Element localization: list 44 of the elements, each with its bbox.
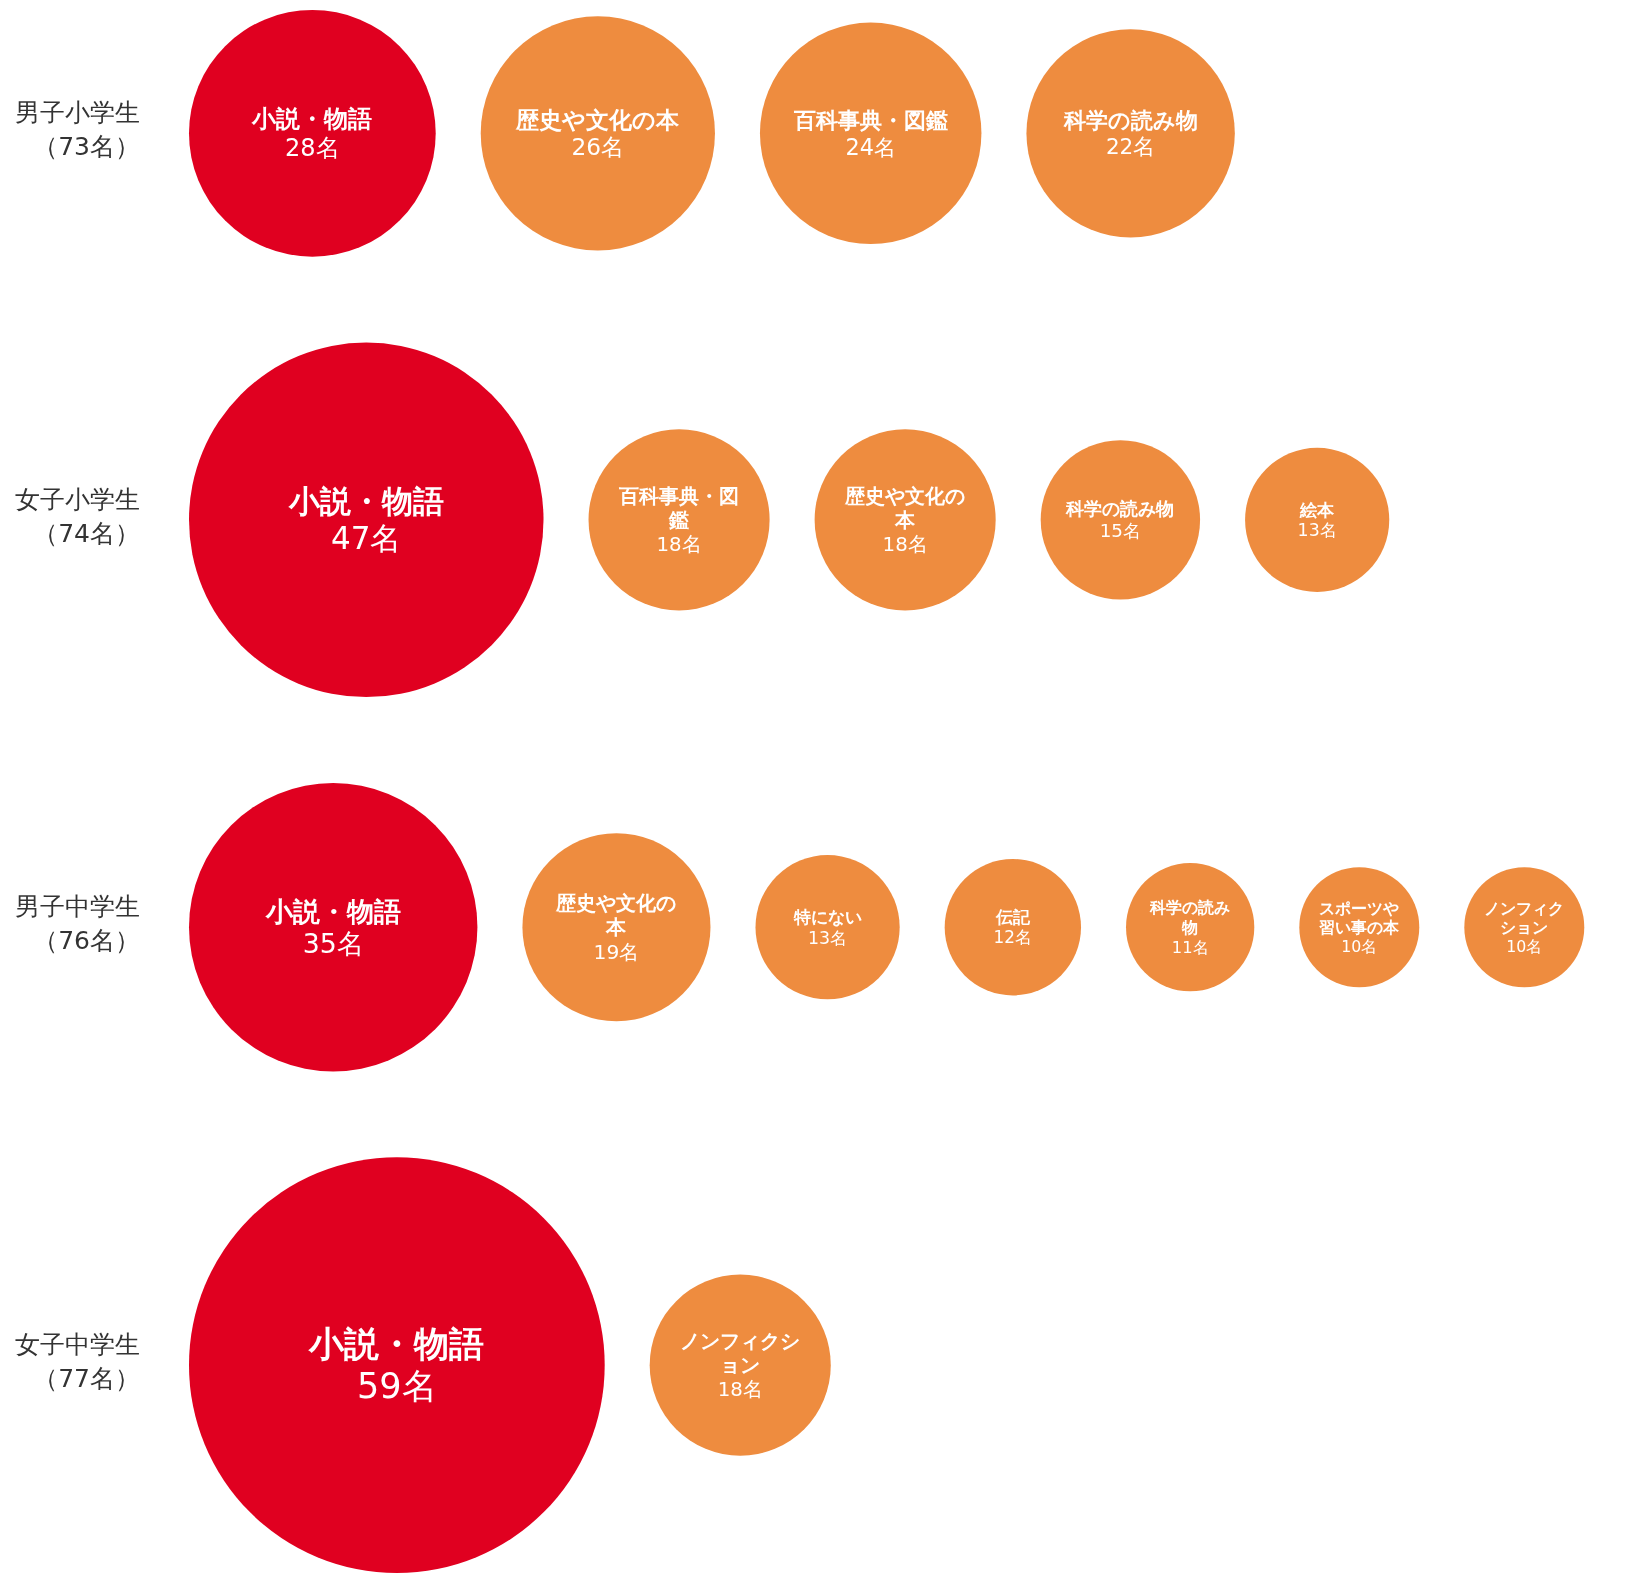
category: 百科事典・図鑑 — [619, 485, 740, 532]
subtitle: （73名） — [33, 132, 140, 162]
category: 小説・物語 — [309, 1323, 485, 1365]
value-label: 28名 — [285, 134, 340, 163]
value-label: 47名 — [331, 520, 402, 557]
subtitle: （76名） — [33, 926, 140, 956]
value-label: 10名 — [1506, 936, 1543, 956]
title: 男子小学生 — [15, 98, 140, 128]
category: 百科事典・図鑑 — [793, 106, 948, 133]
value-label: 12名 — [993, 927, 1033, 948]
title: 男子中学生 — [15, 892, 140, 922]
subtitle: （77名） — [33, 1364, 140, 1394]
value-label: 18名 — [882, 532, 928, 556]
category: ノンフィクション — [680, 1330, 801, 1378]
value-label: 35名 — [302, 927, 364, 959]
value-label: 18名 — [656, 532, 702, 556]
category: 小説・物語 — [252, 105, 373, 134]
category: 特にない — [793, 906, 862, 927]
category: 歴史や文化の本 — [845, 485, 966, 532]
category: スポーツや習い事の本 — [1319, 898, 1400, 937]
subtitle: （74名） — [33, 518, 140, 548]
category: 小説・物語 — [288, 483, 444, 520]
value-label: 15名 — [1099, 520, 1142, 542]
value-label: 59名 — [357, 1365, 437, 1407]
value-label: 19名 — [593, 939, 640, 964]
category: 科学の読み物 — [1150, 898, 1231, 937]
title: 女子小学生 — [15, 484, 140, 514]
value-label: 24名 — [845, 133, 896, 160]
category: ノンフィクション — [1484, 898, 1565, 937]
value-label: 22名 — [1105, 133, 1156, 159]
category: 歴史や文化の本 — [516, 105, 680, 133]
value-label: 11名 — [1171, 937, 1209, 957]
value-label: 10名 — [1341, 936, 1378, 956]
category: 歴史や文化の本 — [556, 891, 677, 940]
category: 科学の読み物 — [1063, 107, 1198, 133]
value-label: 13名 — [808, 927, 848, 948]
category: 小説・物語 — [265, 895, 401, 927]
value-label: 18名 — [717, 1377, 763, 1401]
category: 絵本 — [1300, 499, 1335, 520]
value-label: 26名 — [571, 133, 625, 161]
category: 科学の読み物 — [1066, 498, 1175, 520]
title: 女子中学生 — [15, 1330, 140, 1360]
value-label: 13名 — [1297, 520, 1337, 541]
category: 伝記 — [995, 907, 1030, 927]
